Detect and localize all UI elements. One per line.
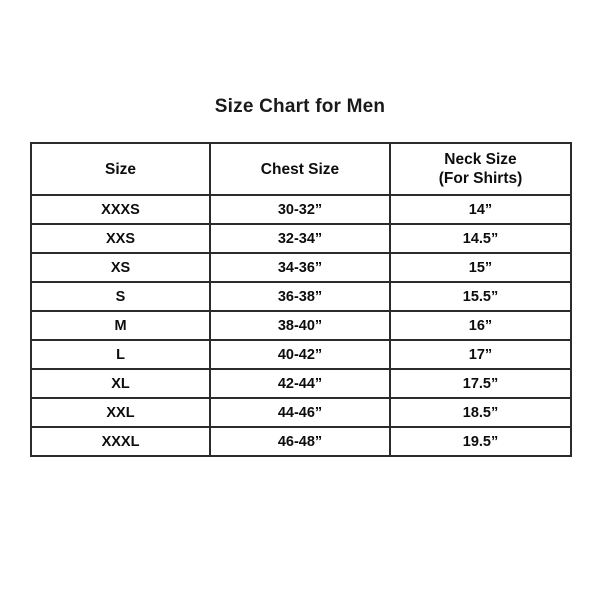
table-row: XS 34-36” 15” <box>30 252 572 283</box>
cell-chest-size: 38-40” <box>209 310 391 341</box>
cell-neck-size: 16” <box>389 310 572 341</box>
column-header-neck-size: Neck Size (For Shirts) <box>389 142 572 196</box>
table-row: M 38-40” 16” <box>30 310 572 341</box>
cell-neck-size: 17.5” <box>389 368 572 399</box>
cell-size: XXL <box>30 397 211 428</box>
table-row: XXS 32-34” 14.5” <box>30 223 572 254</box>
cell-chest-size: 42-44” <box>209 368 391 399</box>
cell-size: S <box>30 281 211 312</box>
cell-size: XXS <box>30 223 211 254</box>
table-row: XXXL 46-48” 19.5” <box>30 426 572 457</box>
column-header-neck-size-line1: Neck Size <box>444 151 517 168</box>
cell-size: L <box>30 339 211 370</box>
cell-chest-size: 32-34” <box>209 223 391 254</box>
table-row: XL 42-44” 17.5” <box>30 368 572 399</box>
cell-neck-size: 15.5” <box>389 281 572 312</box>
cell-chest-size: 46-48” <box>209 426 391 457</box>
cell-neck-size: 14.5” <box>389 223 572 254</box>
cell-chest-size: 44-46” <box>209 397 391 428</box>
cell-neck-size: 19.5” <box>389 426 572 457</box>
column-header-chest-size: Chest Size <box>209 142 391 196</box>
table-row: S 36-38” 15.5” <box>30 281 572 312</box>
cell-size: XL <box>30 368 211 399</box>
table-row: L 40-42” 17” <box>30 339 572 370</box>
cell-size: M <box>30 310 211 341</box>
cell-size: XXXL <box>30 426 211 457</box>
cell-chest-size: 34-36” <box>209 252 391 283</box>
cell-neck-size: 15” <box>389 252 572 283</box>
size-chart-table: Size Chest Size Neck Size (For Shirts) X… <box>30 142 572 457</box>
cell-chest-size: 36-38” <box>209 281 391 312</box>
table-header-row: Size Chest Size Neck Size (For Shirts) <box>30 142 572 196</box>
size-chart-table-container: Size Chest Size Neck Size (For Shirts) X… <box>30 142 572 457</box>
cell-size: XXXS <box>30 194 211 225</box>
column-header-size: Size <box>30 142 211 196</box>
column-header-neck-size-line2: (For Shirts) <box>438 170 523 187</box>
table-row: XXL 44-46” 18.5” <box>30 397 572 428</box>
cell-neck-size: 17” <box>389 339 572 370</box>
cell-chest-size: 30-32” <box>209 194 391 225</box>
table-row: XXXS 30-32” 14” <box>30 194 572 225</box>
cell-size: XS <box>30 252 211 283</box>
cell-neck-size: 14” <box>389 194 572 225</box>
table-body: XXXS 30-32” 14” XXS 32-34” 14.5” XS 34-3… <box>30 194 572 457</box>
table-header: Size Chest Size Neck Size (For Shirts) <box>30 142 572 196</box>
cell-chest-size: 40-42” <box>209 339 391 370</box>
cell-neck-size: 18.5” <box>389 397 572 428</box>
page-title: Size Chart for Men <box>214 96 386 117</box>
